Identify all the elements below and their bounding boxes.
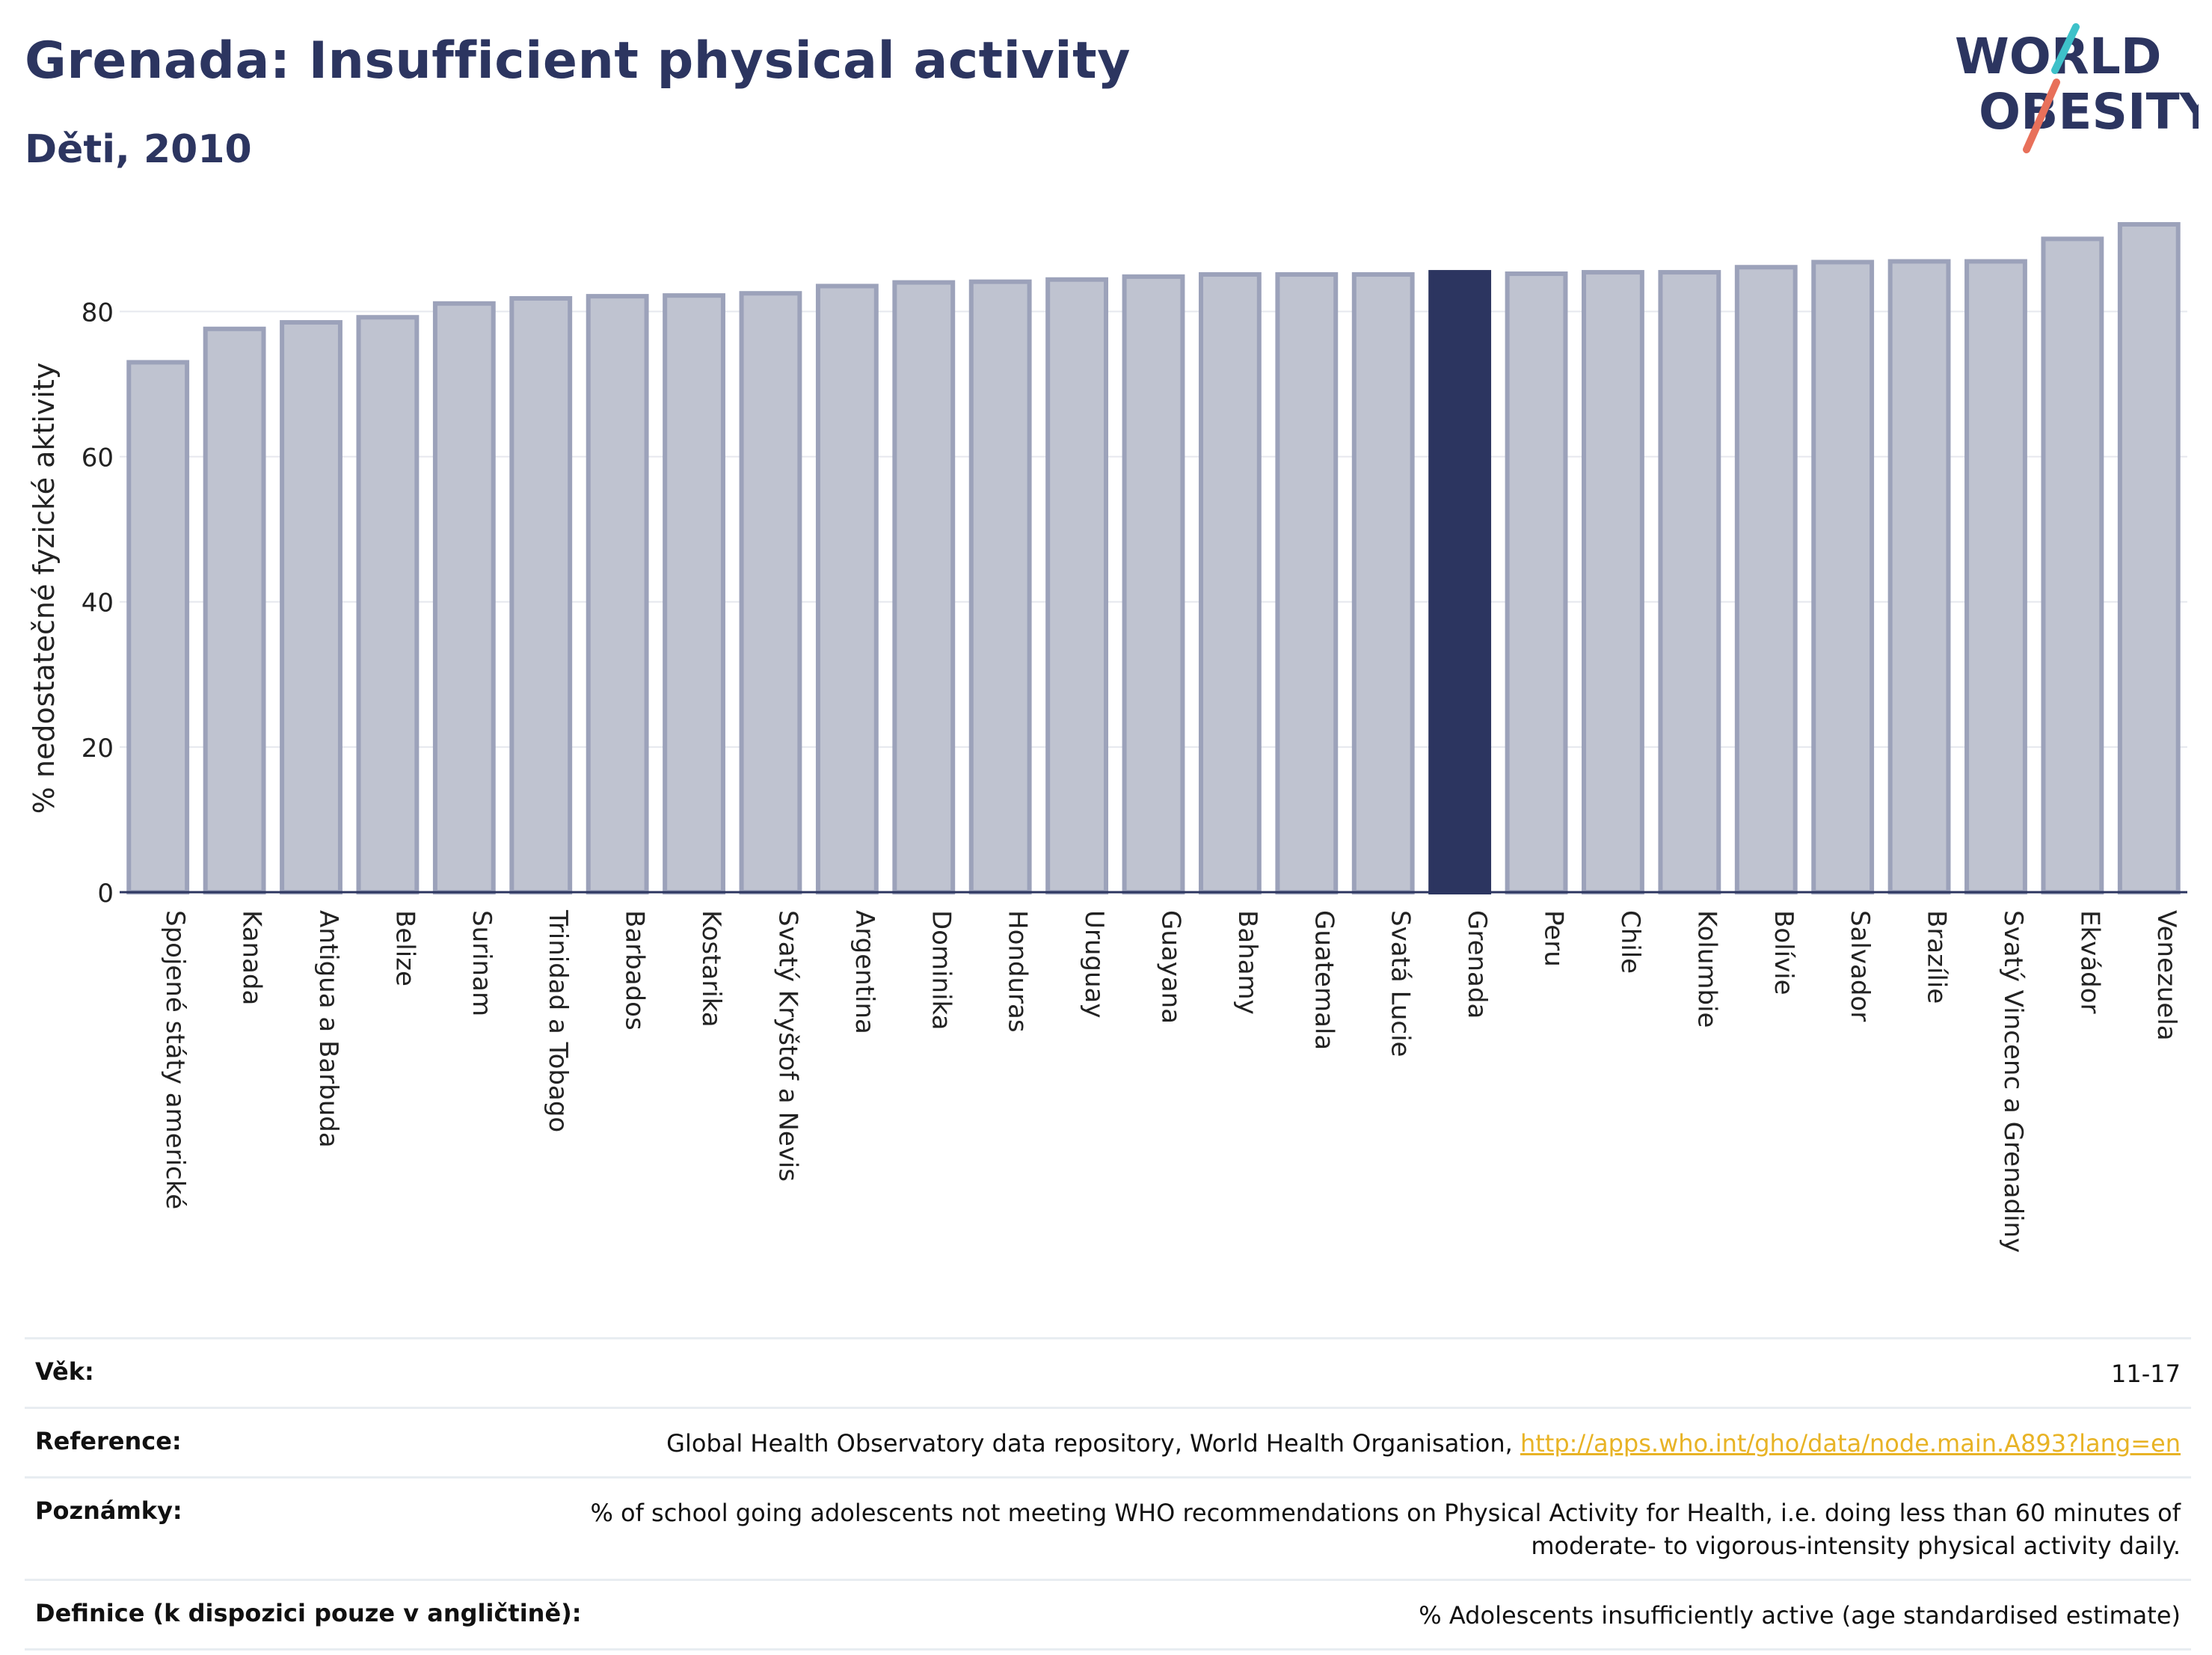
- info-row-age: Věk: 11-17: [25, 1337, 2191, 1407]
- x-tick-label: Peru: [1539, 910, 1569, 967]
- y-tick-label: 0: [97, 879, 114, 909]
- bar: [2117, 222, 2181, 894]
- age-label: Věk:: [35, 1357, 94, 1386]
- bar: [1964, 259, 2027, 895]
- y-tick-label: 60: [82, 443, 114, 473]
- bar: [739, 291, 802, 894]
- chart-title: Grenada: Insufficient physical activity: [25, 31, 1131, 90]
- y-tick-label: 40: [82, 589, 114, 618]
- bar: [432, 301, 496, 894]
- bar: [1198, 271, 1262, 895]
- bar: [203, 326, 266, 894]
- bar: [1505, 271, 1568, 894]
- x-tick-label: Trinidad a Tobago: [543, 909, 573, 1132]
- x-tick-label: Svatý Vincenc a Grenadiny: [1998, 910, 2028, 1253]
- notes-value: % of school going adolescents not meetin…: [590, 1496, 2181, 1562]
- bar: [280, 320, 342, 895]
- x-tick-label: Guayana: [1156, 910, 1186, 1024]
- reference-label: Reference:: [35, 1427, 182, 1455]
- reference-link[interactable]: http://apps.who.int/gho/data/node.main.A…: [1520, 1429, 2181, 1458]
- bar: [663, 293, 725, 894]
- x-tick-label: Antigua a Barbuda: [313, 910, 343, 1148]
- reference-value: Global Health Observatory data repositor…: [666, 1427, 2181, 1460]
- notes-label: Poznámky:: [35, 1496, 182, 1525]
- bar: [968, 279, 1032, 894]
- definition-value: % Adolescents insufficiently active (age…: [1419, 1601, 2181, 1630]
- bar: [892, 280, 956, 894]
- y-axis-label: % nedostatečné fyzické aktivity: [28, 363, 61, 814]
- info-table: Věk: 11-17 Reference: Global Health Obse…: [25, 1337, 2191, 1651]
- y-tick-label: 20: [82, 734, 114, 764]
- x-tick-label: Ekvádor: [2074, 910, 2104, 1014]
- bar: [1045, 277, 1109, 894]
- x-tick-label: Grenada: [1462, 910, 1492, 1019]
- x-tick-label: Uruguay: [1079, 910, 1109, 1019]
- bar: [815, 283, 879, 894]
- x-tick-label: Salvador: [1845, 910, 1875, 1022]
- x-tick-label: Dominika: [926, 910, 956, 1030]
- x-tick-label: Svatý Kryštof a Nevis: [772, 910, 802, 1182]
- category-labels: Spojené státy americké Kanada Antigua a Ba…: [160, 909, 2181, 1253]
- x-tick-label: Surinam: [467, 910, 497, 1016]
- x-tick-label: Bolívie: [1769, 910, 1798, 995]
- bars: [126, 222, 2181, 895]
- x-tick-label: Barbados: [620, 910, 650, 1031]
- bar-chart: 0 20 40 60 80 % nedostatečné fyzické aktivity…: [28, 222, 2187, 1253]
- x-tick-label: Venezuela: [2151, 910, 2181, 1041]
- bar: [1351, 271, 1415, 895]
- x-tick-label: Honduras: [1003, 910, 1033, 1033]
- bar: [126, 360, 190, 895]
- bar: [586, 294, 649, 895]
- world-obesity-logo: WORLD OBESITY: [1955, 23, 2199, 153]
- definition-label: Definice (k dispozici pouze v angličtině…: [35, 1599, 582, 1627]
- y-tick-label: 80: [82, 298, 114, 328]
- reference-text: Global Health Observatory data repositor…: [666, 1429, 1520, 1458]
- bar: [1122, 274, 1185, 894]
- x-tick-label: Bahamy: [1232, 910, 1262, 1015]
- info-row-reference: Reference: Global Health Observatory dat…: [25, 1407, 2191, 1476]
- bar: [1811, 260, 1875, 894]
- logo-line-2: OBESITY: [1979, 83, 2199, 141]
- logo-slash-top: [2051, 23, 2080, 74]
- notes-line-2: moderate- to vigorous-intensity physical…: [1531, 1532, 2181, 1560]
- x-tick-label: Belize: [390, 910, 420, 986]
- bar: [1658, 270, 1721, 894]
- x-tick-label: Brazílie: [1922, 910, 1952, 1004]
- bar-highlighted: [1428, 270, 1492, 894]
- x-tick-label: Spojené státy americké: [160, 910, 190, 1209]
- x-tick-label: Kanada: [237, 910, 267, 1005]
- x-tick-label: Guatemala: [1309, 910, 1339, 1050]
- x-tick-label: Svatá Lucie: [1386, 910, 1416, 1057]
- bar: [1275, 271, 1339, 895]
- axes: 0 20 40 60 80 % nedostatečné fyzické aktivity: [28, 298, 2187, 909]
- age-value: 11-17: [2111, 1360, 2181, 1388]
- bar: [1734, 265, 1798, 894]
- info-row-notes: Poznámky: % of school going adolescents …: [25, 1476, 2191, 1579]
- bar: [2041, 236, 2104, 895]
- bar: [1887, 259, 1951, 895]
- bar: [509, 296, 573, 894]
- bar: [1582, 270, 1644, 894]
- logo-slash-bottom: [2023, 79, 2060, 153]
- x-tick-label: Kostarika: [696, 910, 726, 1028]
- info-row-definition: Definice (k dispozici pouze v angličtině…: [25, 1579, 2191, 1651]
- x-tick-label: Argentina: [850, 910, 879, 1034]
- x-tick-label: Chile: [1615, 910, 1645, 974]
- chart-subtitle: Děti, 2010: [25, 127, 252, 172]
- notes-line-1: % of school going adolescents not meetin…: [590, 1499, 2181, 1527]
- bar: [356, 315, 420, 894]
- x-tick-label: Kolumbie: [1692, 910, 1721, 1028]
